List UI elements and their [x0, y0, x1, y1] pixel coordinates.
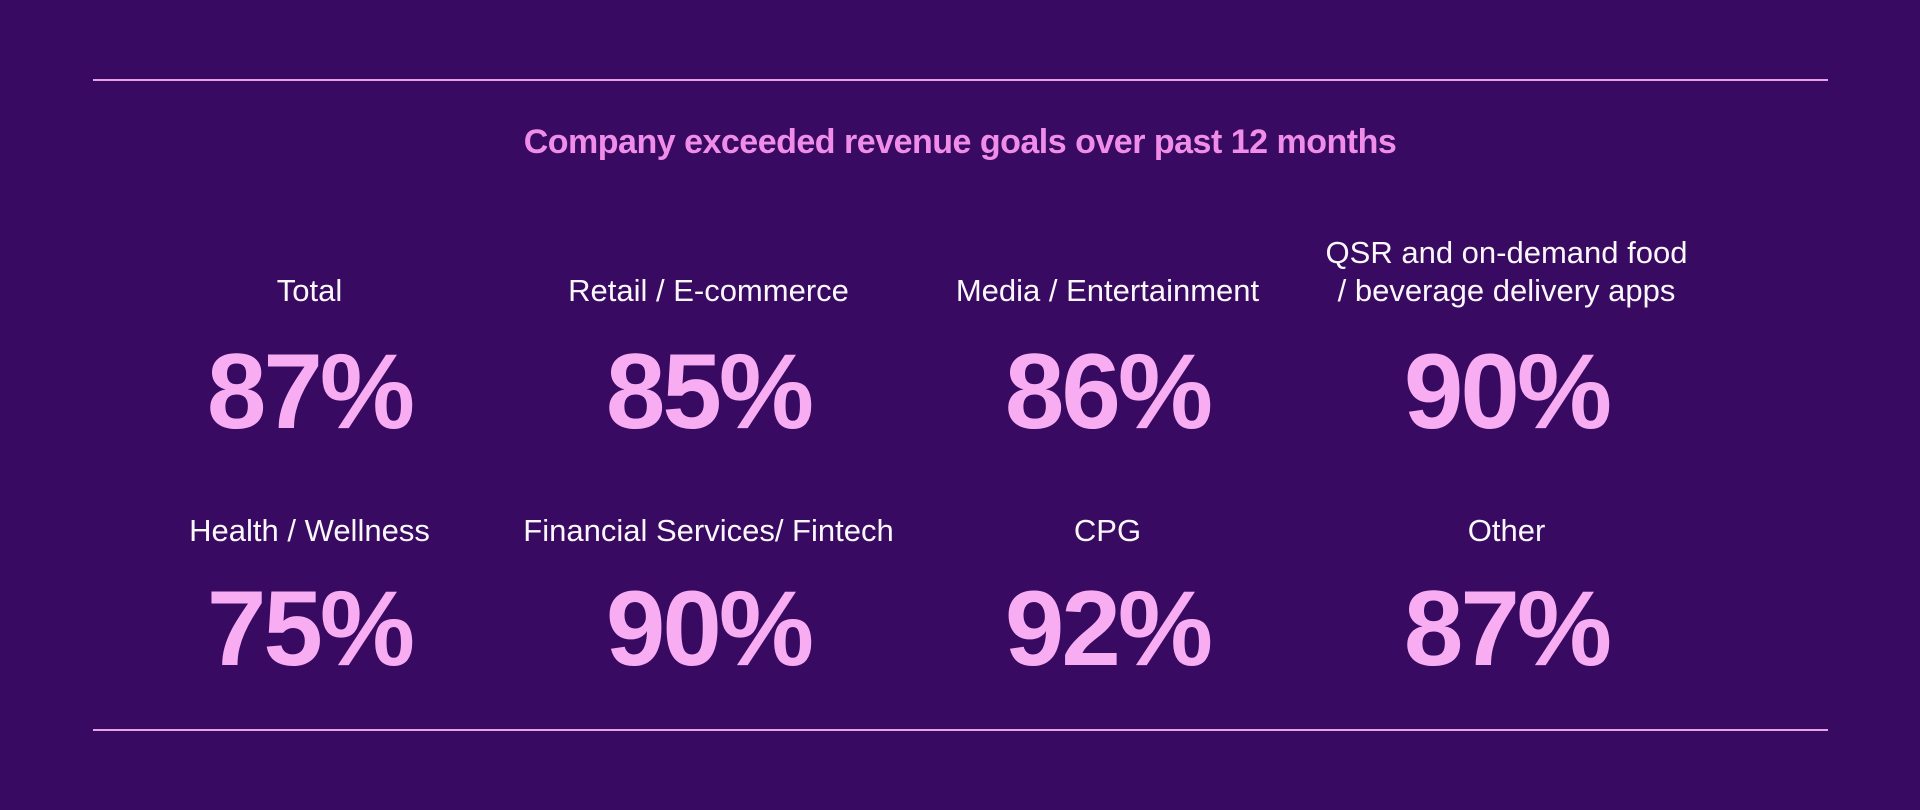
bottom-divider-line — [93, 729, 1828, 731]
stat-label-qsr-food-delivery: QSR and on-demand food / beverage delive… — [1325, 235, 1688, 308]
stat-cell-retail-ecommerce: Retail / E-commerce 85% — [509, 234, 908, 445]
chart-title: Company exceeded revenue goals over past… — [523, 123, 1397, 161]
stat-label-health-wellness: Health / Wellness — [189, 513, 430, 548]
stat-cell-total: Total 87% — [110, 234, 509, 445]
stat-label-media-entertainment: Media / Entertainment — [955, 273, 1260, 308]
stat-value-qsr-food-delivery: 90% — [1403, 331, 1612, 451]
stat-value-financial-fintech: 90% — [605, 568, 814, 688]
stat-label-other: Other — [1467, 513, 1546, 548]
stat-value-retail-ecommerce: 85% — [605, 331, 814, 451]
stat-value-cpg: 92% — [1004, 568, 1213, 688]
stat-label-cpg: CPG — [1073, 513, 1142, 548]
stat-value-media-entertainment: 86% — [1004, 331, 1213, 451]
stat-cell-financial-fintech: Financial Services/ Fintech 90% — [509, 512, 908, 682]
stat-cell-other: Other 87% — [1307, 512, 1706, 682]
top-divider-line — [93, 79, 1828, 81]
stat-label-retail-ecommerce: Retail / E-commerce — [568, 273, 849, 308]
stat-cell-health-wellness: Health / Wellness 75% — [110, 512, 509, 682]
stat-row-2: Health / Wellness 75% Financial Services… — [110, 512, 1706, 682]
stat-label-total: Total — [276, 273, 343, 308]
stat-value-total: 87% — [206, 331, 415, 451]
stat-cell-media-entertainment: Media / Entertainment 86% — [908, 234, 1307, 445]
stat-value-health-wellness: 75% — [206, 568, 415, 688]
stat-cell-qsr-food-delivery: QSR and on-demand food / beverage delive… — [1307, 234, 1706, 445]
stat-value-other: 87% — [1403, 568, 1612, 688]
stat-cell-cpg: CPG 92% — [908, 512, 1307, 682]
stat-label-financial-fintech: Financial Services/ Fintech — [523, 513, 894, 548]
stat-row-1: Total 87% Retail / E-commerce 85% Media … — [110, 234, 1706, 445]
